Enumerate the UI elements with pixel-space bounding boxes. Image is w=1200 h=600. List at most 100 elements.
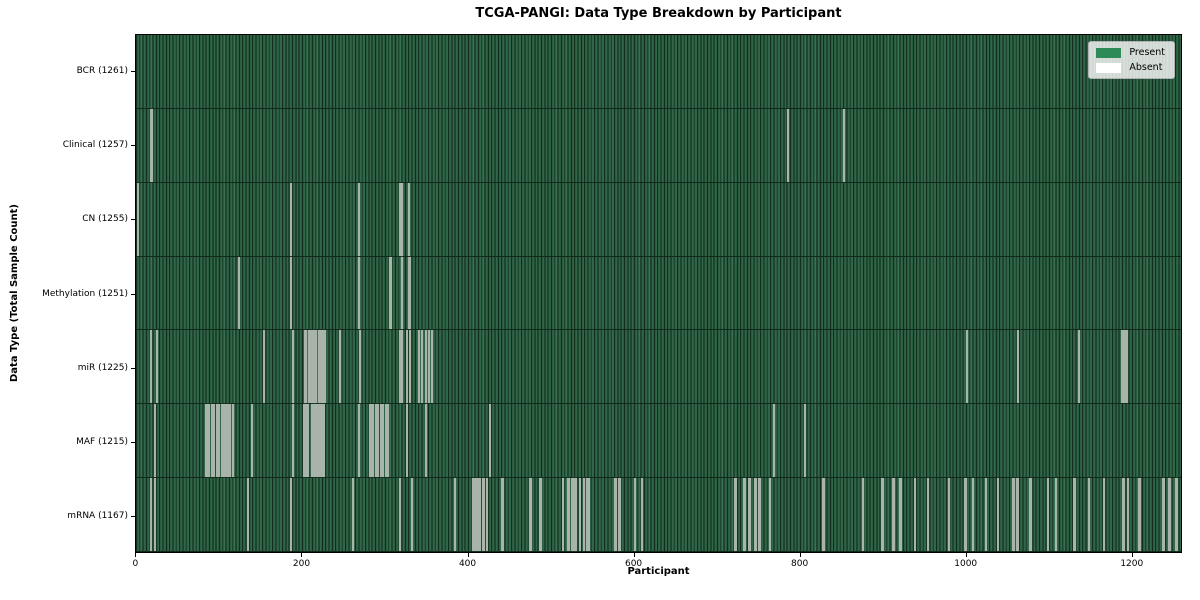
absent-line-miR-225 [321, 330, 324, 404]
absent-line-MAF-327 [406, 404, 409, 478]
absent-line-mRNA-476 [529, 478, 532, 551]
absent-line-mRNA-423 [485, 478, 488, 551]
absent-line-MAF-85 [205, 404, 208, 478]
absent-line-MAF-226 [322, 404, 325, 478]
absent-line-mRNA-18 [150, 478, 153, 551]
row-mRNA [136, 478, 1181, 552]
x-tick-label-1200: 1200 [1120, 559, 1144, 569]
absent-line-mRNA-540 [582, 478, 585, 551]
legend-label-absent: Absent [1129, 62, 1163, 73]
absent-line-miR-1064 [1017, 330, 1020, 404]
absent-line-mRNA-923 [900, 478, 903, 551]
absent-line-miR-270 [359, 330, 362, 404]
absent-line-MAF-221 [318, 404, 321, 478]
absent-line-mRNA-1247 [1168, 478, 1171, 551]
absent-line-mRNA-546 [587, 478, 590, 551]
absent-line-mRNA-579 [615, 478, 618, 551]
absent-line-Methylation-307 [389, 256, 392, 330]
absent-line-miR-221 [318, 330, 321, 404]
absent-line-mRNA-901 [882, 478, 885, 551]
absent-line-mRNA-765 [769, 478, 772, 551]
absent-line-mRNA-748 [755, 478, 758, 551]
absent-line-mRNA-1059 [1013, 478, 1015, 551]
absent-line-miR-25 [156, 330, 159, 404]
x-tick-200 [301, 553, 303, 557]
absent-line-mRNA-723 [734, 478, 737, 551]
absent-line-mRNA-531 [575, 478, 578, 551]
absent-line-miR-1190 [1121, 330, 1124, 404]
absent-line-mRNA-602 [634, 478, 637, 551]
absent-line-mRNA-419 [482, 478, 485, 551]
absent-line-mRNA-407 [472, 478, 475, 551]
absent-line-MAF-23 [154, 404, 157, 478]
absent-line-mRNA-1001 [964, 478, 967, 551]
absent-line-mRNA-1040 [997, 478, 1000, 551]
absent-line-mRNA-333 [411, 478, 414, 551]
absent-line-miR-357 [431, 330, 434, 404]
absent-line-miR-18 [150, 330, 153, 404]
absent-line-CN-320 [400, 182, 403, 256]
absent-line-mRNA-1010 [972, 478, 975, 551]
absent-line-mRNA-877 [862, 478, 865, 551]
absent-line-miR-1137 [1077, 330, 1080, 404]
absent-line-MAF-268 [357, 404, 360, 478]
absent-line-MAF-219 [316, 404, 319, 478]
absent-line-mRNA-583 [618, 478, 621, 551]
y-tick-CN [131, 219, 135, 221]
legend-entry-absent: Absent [1096, 62, 1165, 73]
x-tick-400 [467, 553, 469, 557]
y-tick-label-CN: CN (1255) [82, 214, 128, 225]
absent-line-MAF-107 [224, 404, 227, 478]
absent-line-CN-329 [408, 182, 411, 256]
absent-line-mRNA-1100 [1046, 478, 1049, 551]
absent-line-mRNA-610 [640, 478, 643, 551]
absent-line-mRNA-940 [914, 478, 917, 551]
x-tick-label-1000: 1000 [954, 559, 978, 569]
absent-line-CN-187 [290, 182, 293, 256]
absent-line-MAF-301 [384, 404, 387, 478]
row-MAF [136, 404, 1181, 479]
absent-line-MAF-292 [377, 404, 380, 478]
row-BCR [136, 35, 1181, 109]
row-CN [136, 182, 1181, 257]
absent-line-mRNA-830 [823, 478, 826, 551]
absent-line-miR-341 [418, 330, 420, 404]
y-tick-mRNA [131, 515, 135, 517]
legend-label-present: Present [1129, 47, 1165, 58]
absent-line-mRNA-515 [562, 478, 565, 551]
absent-line-Methylation-321 [401, 256, 404, 330]
absent-line-Clinical-19 [151, 108, 154, 182]
absent-line-Methylation-269 [358, 256, 361, 330]
absent-line-miR-154 [263, 330, 266, 404]
absent-line-MAF-207 [306, 404, 309, 478]
absent-line-Methylation-187 [290, 256, 293, 330]
absent-line-MAF-97 [215, 404, 218, 478]
x-tick-label-600: 600 [624, 559, 643, 569]
row-Methylation [136, 256, 1181, 331]
absent-line-MAF-427 [489, 404, 492, 478]
y-tick-label-MAF: MAF (1215) [76, 436, 128, 447]
absent-line-mRNA-411 [476, 478, 478, 551]
absent-line-MAF-295 [379, 404, 382, 478]
absent-line-mRNA-385 [454, 478, 457, 551]
y-tick-Clinical [131, 145, 135, 147]
absent-line-Methylation-330 [408, 256, 411, 330]
absent-line-mRNA-1025 [984, 478, 987, 551]
absent-line-Methylation-124 [238, 256, 241, 330]
absent-line-mRNA-1256 [1176, 478, 1179, 551]
absent-line-CN-2 [137, 182, 140, 256]
absent-line-MAF-286 [372, 404, 375, 478]
absent-line-MAF-104 [221, 404, 224, 478]
absent-line-MAF-298 [382, 404, 385, 478]
legend: Present Absent [1088, 41, 1175, 79]
absent-line-miR-246 [339, 330, 342, 404]
legend-entry-present: Present [1096, 47, 1165, 58]
x-tick-1200 [1131, 553, 1133, 557]
x-tick-label-200: 200 [292, 559, 311, 569]
x-tick-600 [633, 553, 635, 557]
absent-line-MAF-88 [208, 404, 211, 478]
absent-line-mRNA-186 [289, 478, 292, 551]
absent-line-mRNA-318 [398, 478, 401, 551]
legend-swatch-absent [1096, 62, 1122, 73]
absent-line-MAF-116 [231, 404, 234, 478]
